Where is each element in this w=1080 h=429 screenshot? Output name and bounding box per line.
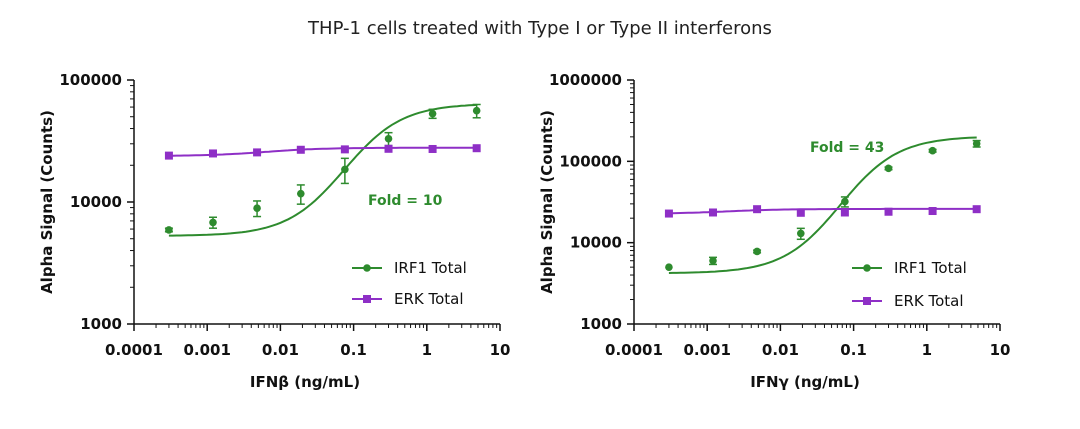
y-tick-label: 1000 [580, 315, 622, 333]
data-point-irf1 [165, 226, 173, 234]
data-point-erk [753, 205, 762, 214]
legend-label: ERK Total [394, 290, 464, 308]
x-tick-label: 0.0001 [605, 341, 663, 359]
data-point-erk [840, 208, 849, 217]
y-axis-label: Alpha Signal (Counts) [538, 110, 556, 294]
data-point-erk [796, 208, 805, 217]
data-point-irf1 [797, 229, 805, 238]
data-point-irf1 [972, 139, 981, 148]
legend-marker-square [863, 297, 871, 305]
data-point-irf1 [841, 197, 849, 206]
x-tick-label: 0.1 [840, 341, 867, 359]
data-point-irf1 [341, 165, 349, 174]
y-tick-label: 100000 [559, 152, 622, 170]
y-tick-label: 10000 [570, 234, 622, 252]
data-point-irf1 [384, 134, 393, 143]
legend-label: IRF1 Total [894, 259, 967, 277]
x-axis-label: IFNγ (ng/mL) [750, 373, 860, 391]
data-point-irf1 [472, 106, 481, 115]
fold-annotation: Fold = 43 [810, 140, 884, 156]
data-point-erk [972, 205, 981, 214]
legend-marker-circle [363, 264, 371, 272]
x-tick-label: 0.001 [183, 341, 230, 359]
data-point-erk [164, 151, 173, 160]
x-tick-label: 0.0001 [105, 341, 163, 359]
fit-curve-erk [168, 146, 477, 157]
data-point-erk [384, 144, 393, 153]
data-point-erk [253, 148, 262, 157]
x-tick-label: 0.01 [762, 341, 799, 359]
data-point-erk [472, 144, 481, 153]
y-tick-label: 100000 [59, 71, 122, 89]
x-tick-label: 1 [922, 341, 932, 359]
x-tick-label: 0.001 [683, 341, 730, 359]
y-tick-label: 1000000 [549, 71, 622, 89]
fit-curve-erk [668, 207, 977, 215]
chart-panel-1: 0.0001 0.001 0.01 0.1 1 10 1000 10000 100000 IFNβ… [38, 71, 510, 391]
figure-title: THP-1 cells treated with Type I or Type … [308, 18, 772, 39]
data-point-irf1 [297, 189, 305, 198]
y-tick-label: 10000 [70, 193, 122, 211]
legend-marker-square [363, 295, 371, 303]
x-tick-label: 10 [990, 341, 1011, 359]
data-point-irf1 [884, 164, 893, 173]
x-axis-label: IFNβ (ng/mL) [250, 373, 360, 391]
x-tick-label: 1 [422, 341, 432, 359]
fold-annotation: Fold = 10 [368, 193, 443, 209]
data-point-irf1 [428, 109, 437, 118]
data-point-erk [884, 207, 893, 216]
legend-marker-circle [863, 264, 871, 272]
y-axis-label: Alpha Signal (Counts) [38, 110, 56, 294]
data-point-erk [296, 145, 305, 154]
y-tick-label: 1000 [80, 315, 122, 333]
data-point-erk [708, 208, 717, 217]
x-tick-label: 10 [490, 341, 511, 359]
x-tick-label: 0.01 [262, 341, 299, 359]
data-point-erk [208, 149, 217, 158]
fit-curve-irf1 [668, 136, 977, 274]
data-point-erk [428, 144, 437, 153]
legend-label: IRF1 Total [394, 259, 467, 277]
data-point-irf1 [709, 256, 717, 265]
data-point-irf1 [753, 247, 761, 256]
chart-panel-2: 0.0001 0.001 0.01 0.1 1 10 1000 10000 100000 1000… [538, 71, 1010, 391]
data-point-erk [664, 209, 673, 218]
legend-label: ERK Total [894, 292, 964, 310]
x-tick-label: 0.1 [340, 341, 367, 359]
data-point-irf1 [253, 204, 261, 212]
fit-curve-irf1 [168, 103, 477, 237]
data-point-irf1 [928, 146, 937, 155]
data-point-erk [340, 145, 349, 154]
data-point-irf1 [209, 218, 217, 227]
data-point-erk [928, 207, 937, 216]
data-point-irf1 [665, 263, 673, 271]
